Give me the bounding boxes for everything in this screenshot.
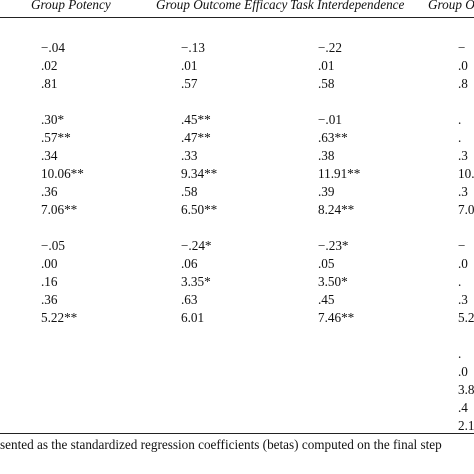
top-rule [0,17,474,18]
table-cell: 7.06** [41,202,78,217]
table-cell: 3.35* [181,274,211,289]
table-cell: −.22 [318,40,342,55]
table-cell: .58 [181,184,198,199]
header-task-interdependence: Task Interdependence [290,0,405,12]
table-cell: .57** [41,130,71,145]
table-cell: .3 [458,292,468,307]
table-cell: .81 [41,76,58,91]
table-cell: 6.50** [181,202,218,217]
table-cell: . [458,346,462,361]
table-cell: −.04 [41,40,65,55]
table-cell: −.01 [318,112,342,127]
table-cell: .45 [318,292,335,307]
table-cell: .3 [458,184,468,199]
table-cell: .63** [318,130,348,145]
table-cell: 7.46** [318,310,355,325]
table-cell: .01 [181,58,198,73]
table-cell: . [458,130,462,145]
header-group-o: Group O [428,0,474,12]
table-cell: .36 [41,292,58,307]
table-cell: . [458,112,462,127]
table-cell: .45** [181,112,211,127]
table-cell: .58 [318,76,335,91]
table-cell: .34 [41,148,58,163]
table-cell: .05 [318,256,335,271]
table-cell: 9.34** [181,166,218,181]
table-cell: .57 [181,76,198,91]
table-cell: 11.91** [318,166,361,181]
table-cell: −.13 [181,40,205,55]
table-cell: −.23* [318,238,349,253]
table-cell: .3 [458,148,468,163]
table-cell: .0 [458,364,468,379]
table-cell: 10.0 [458,166,474,181]
table-cell: 3.8 [458,382,474,397]
table-cell: .39 [318,184,335,199]
table-cell: 5.2 [458,310,474,325]
table-cell: .33 [181,148,198,163]
table-cell: 7.0 [458,202,474,217]
table-cell: .38 [318,148,335,163]
table-cell: 5.22** [41,310,78,325]
table-cell: −.05 [41,238,65,253]
table-cell: − [458,238,466,253]
table-cell: .0 [458,256,468,271]
header-group-outcome-efficacy: Group Outcome Efficacy [156,0,288,12]
table-cell: 6.01 [181,310,205,325]
table-cell: .00 [41,256,58,271]
table-cell: 10.06** [41,166,84,181]
table-cell: . [458,274,462,289]
table-cell: 8.24** [318,202,355,217]
table-cell: .36 [41,184,58,199]
table-cell: 2.1 [458,418,474,433]
table-cell: .0 [458,58,468,73]
table-cell: .01 [318,58,335,73]
header-group-potency: Group Potency [31,0,111,12]
table-cell: 3.50* [318,274,348,289]
table-cell: .4 [458,400,468,415]
table-cell: .47** [181,130,211,145]
table-cell: .63 [181,292,198,307]
table-cell: − [458,40,466,55]
table-cell: .06 [181,256,198,271]
table-cell: −.24* [181,238,212,253]
table-cell: .02 [41,58,58,73]
table-cell: .30* [41,112,65,127]
table-cell: .8 [458,76,468,91]
table-note: sented as the standardized regression co… [0,437,442,452]
bottom-rule [0,433,474,434]
table-cell: .16 [41,274,58,289]
